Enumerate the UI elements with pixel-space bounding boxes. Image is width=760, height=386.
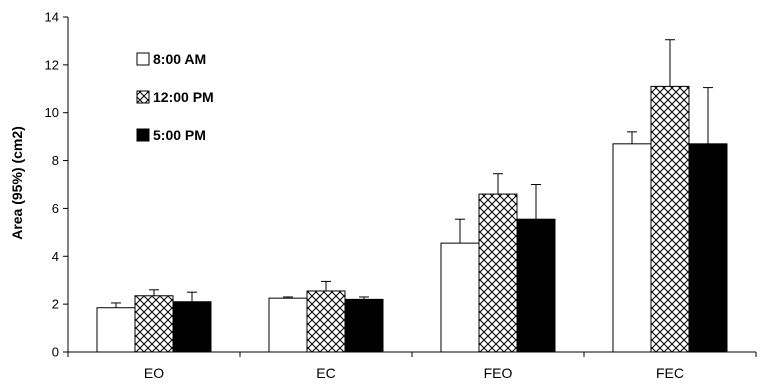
bar: [96, 307, 136, 353]
category-label: FEC: [656, 365, 684, 381]
y-tick-label: 2: [52, 297, 59, 312]
bar: [478, 193, 518, 353]
y-tick-label: 10: [45, 105, 59, 120]
legend-swatch: [136, 128, 150, 142]
bar: [688, 143, 728, 353]
y-axis-label: Area (95%) (cm2): [9, 126, 25, 240]
y-tick-label: 4: [52, 249, 59, 264]
category-label: FEO: [484, 365, 513, 381]
bars: [96, 39, 728, 353]
y-tick-label: 14: [45, 10, 59, 25]
bar: [268, 297, 308, 353]
bar: [440, 242, 480, 353]
bar: [516, 218, 556, 353]
category-labels: EO EC FEO FEC: [144, 365, 684, 381]
y-tick-label: 6: [52, 201, 59, 216]
bar: [172, 301, 212, 353]
category-label: EO: [144, 365, 164, 381]
legend-label: 5:00 PM: [153, 127, 206, 143]
legend-label: 8:00 AM: [153, 51, 206, 67]
legend-swatch: [136, 52, 150, 66]
legend: 8:00 AM 12:00 PM 5:00 PM: [136, 51, 214, 143]
y-tick-label: 0: [52, 345, 59, 360]
legend-swatch: [136, 90, 150, 104]
bar: [344, 298, 384, 353]
bar: [650, 85, 690, 353]
y-tick-label: 12: [45, 57, 59, 72]
legend-label: 12:00 PM: [153, 89, 214, 105]
category-label: EC: [316, 365, 335, 381]
bar: [306, 290, 346, 353]
bar: [612, 143, 652, 353]
bar: [134, 295, 174, 353]
y-tick-label: 8: [52, 153, 59, 168]
